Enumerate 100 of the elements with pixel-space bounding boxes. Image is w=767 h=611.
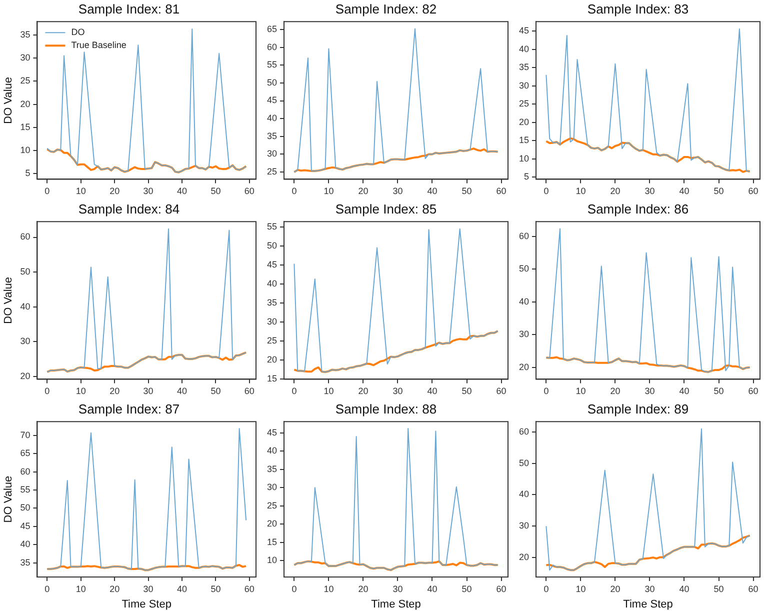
x-tick-label: 40 xyxy=(176,186,188,196)
x-tick-label: 30 xyxy=(143,386,154,396)
x-tick-label: 60 xyxy=(496,386,506,396)
x-tick-label: 50 xyxy=(462,584,472,594)
x-axis-title: Time Step xyxy=(623,598,673,610)
y-tick-label: 60 xyxy=(20,466,30,476)
y-tick-label: 20 xyxy=(20,98,30,109)
y-tick-label: 30 xyxy=(266,316,278,326)
y-tick-label: 50 xyxy=(518,458,530,468)
y-tick-label: 35 xyxy=(266,297,278,308)
y-tick-label: 15 xyxy=(20,122,30,132)
y-tick-label: 30 xyxy=(266,148,278,159)
x-tick-label: 30 xyxy=(143,186,154,196)
y-tick-label: 50 xyxy=(266,240,278,250)
y-tick-label: 15 xyxy=(518,135,530,146)
legend-label: DO xyxy=(71,27,85,38)
x-tick-label: 30 xyxy=(644,186,655,196)
x-tick-label: 20 xyxy=(110,386,120,396)
x-tick-label: 0 xyxy=(292,386,297,396)
x-tick-label: 40 xyxy=(679,386,690,396)
y-tick-label: 25 xyxy=(266,500,278,510)
x-tick-label: 60 xyxy=(748,186,758,196)
y-tick-label: 25 xyxy=(518,98,530,109)
y-tick-label: 35 xyxy=(20,29,30,40)
x-tick-label: 40 xyxy=(427,584,438,594)
x-tick-label: 40 xyxy=(427,186,438,196)
y-tick-label: 45 xyxy=(266,427,278,438)
x-tick-label: 60 xyxy=(244,584,254,594)
x-tick-label: 20 xyxy=(610,386,620,396)
x-tick-label: 0 xyxy=(44,386,50,396)
y-tick-label: 20 xyxy=(518,116,530,127)
x-tick-label: 40 xyxy=(176,584,188,594)
x-tick-label: 20 xyxy=(610,584,620,594)
y-tick-label: 35 xyxy=(266,464,278,474)
y-tick-label: 25 xyxy=(266,166,278,177)
y-tick-label: 40 xyxy=(20,301,30,312)
y-tick-label: 45 xyxy=(266,95,278,106)
y-tick-label: 25 xyxy=(20,76,30,86)
y-axis-title: DO Value xyxy=(2,76,15,124)
x-axis-title: Time Step xyxy=(122,598,172,610)
x-tick-label: 60 xyxy=(496,186,506,196)
y-tick-label: 50 xyxy=(20,502,30,513)
x-tick-label: 50 xyxy=(462,186,472,196)
y-tick-label: 40 xyxy=(518,296,530,306)
x-tick-label: 60 xyxy=(496,584,506,594)
y-tick-label: 50 xyxy=(20,266,30,277)
y-axis-title: DO Value xyxy=(2,276,15,324)
x-tick-label: 50 xyxy=(210,386,221,396)
y-tick-label: 15 xyxy=(266,373,278,384)
y-tick-label: 10 xyxy=(518,153,530,164)
x-tick-label: 20 xyxy=(110,186,120,196)
y-tick-label: 40 xyxy=(518,44,530,54)
y-tick-label: 30 xyxy=(20,336,30,346)
x-tick-label: 10 xyxy=(76,186,86,196)
x-tick-label: 20 xyxy=(610,186,620,196)
y-tick-label: 20 xyxy=(518,362,530,372)
chart-title: Sample Index: 88 xyxy=(335,401,437,416)
y-tick-label: 40 xyxy=(266,278,278,288)
x-axis-title: Time Step xyxy=(371,598,421,610)
y-tick-label: 30 xyxy=(518,80,530,90)
y-tick-label: 5 xyxy=(25,168,30,178)
x-tick-label: 30 xyxy=(143,584,154,594)
y-tick-label: 55 xyxy=(266,221,278,232)
x-tick-label: 30 xyxy=(644,584,655,594)
y-tick-label: 30 xyxy=(266,482,278,492)
x-tick-label: 50 xyxy=(210,584,221,594)
x-tick-label: 10 xyxy=(576,584,586,594)
chart-title: Sample Index: 84 xyxy=(78,201,180,216)
x-tick-label: 50 xyxy=(714,386,724,396)
chart-title: Sample Index: 87 xyxy=(78,401,180,416)
x-tick-label: 60 xyxy=(748,386,758,396)
y-tick-label: 40 xyxy=(266,446,278,456)
x-tick-label: 0 xyxy=(44,584,50,594)
x-tick-label: 40 xyxy=(176,386,188,396)
y-tick-label: 35 xyxy=(20,557,30,568)
y-tick-label: 25 xyxy=(266,335,278,346)
y-tick-label: 40 xyxy=(518,489,530,500)
x-tick-label: 20 xyxy=(110,584,120,594)
chart-title: Sample Index: 85 xyxy=(335,201,437,216)
y-tick-label: 15 xyxy=(266,536,278,547)
y-tick-label: 10 xyxy=(266,555,278,566)
x-tick-label: 60 xyxy=(244,186,254,196)
x-tick-label: 30 xyxy=(392,186,403,196)
y-tick-label: 55 xyxy=(266,60,278,70)
y-tick-label: 65 xyxy=(20,448,30,458)
y-tick-label: 30 xyxy=(518,520,530,531)
y-tick-label: 60 xyxy=(518,230,530,241)
x-tick-label: 10 xyxy=(76,386,86,396)
x-tick-label: 0 xyxy=(544,386,549,396)
y-tick-label: 55 xyxy=(20,484,30,495)
x-tick-label: 30 xyxy=(392,386,403,396)
x-tick-label: 30 xyxy=(392,584,403,594)
x-tick-label: 10 xyxy=(324,584,334,594)
chart-title: Sample Index: 86 xyxy=(587,201,689,216)
x-tick-label: 10 xyxy=(324,386,334,396)
x-tick-label: 50 xyxy=(714,186,724,196)
x-tick-label: 0 xyxy=(292,186,297,196)
y-tick-label: 40 xyxy=(20,539,30,550)
y-tick-label: 5 xyxy=(524,171,530,182)
x-tick-label: 10 xyxy=(76,584,86,594)
